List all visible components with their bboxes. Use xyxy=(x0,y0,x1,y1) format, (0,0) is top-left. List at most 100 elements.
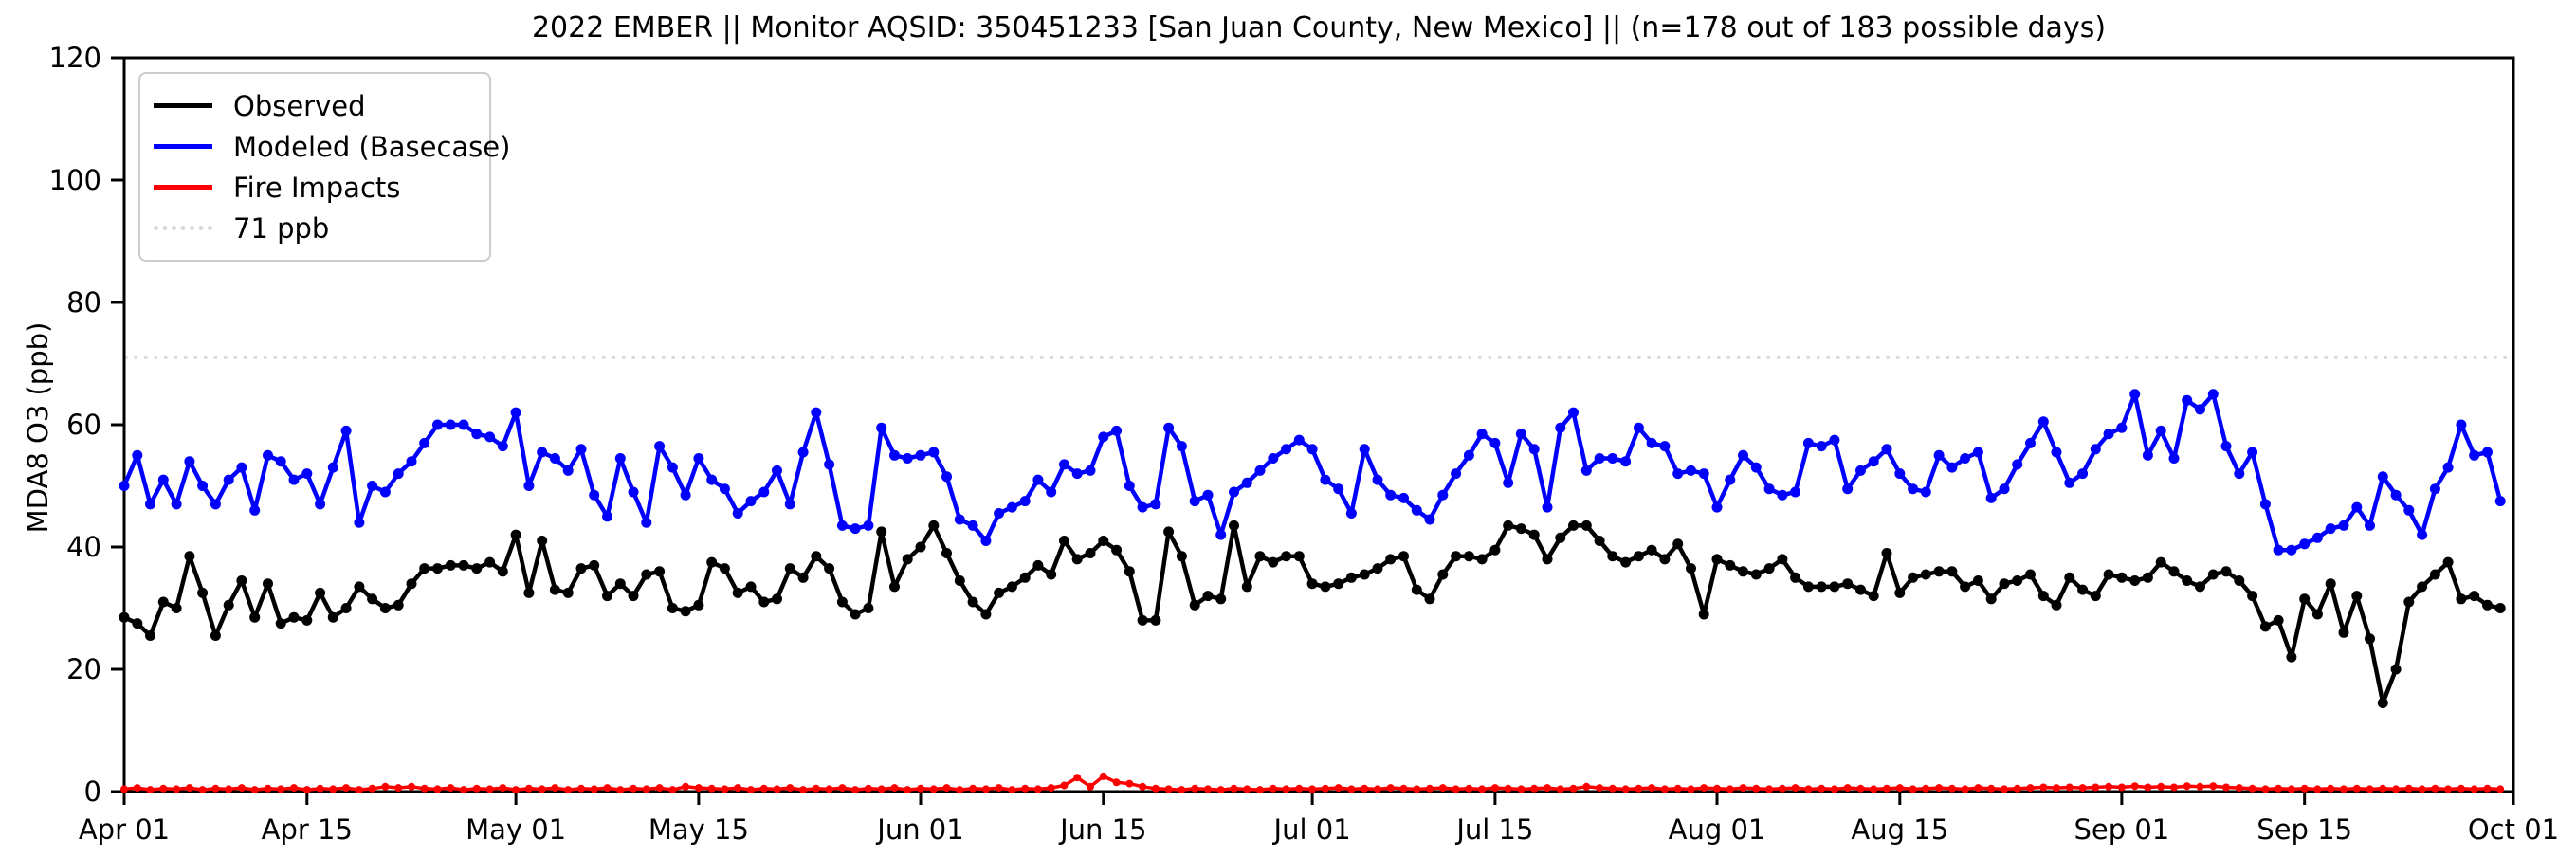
data-point-fire-impacts xyxy=(1478,785,1487,793)
data-point-fire-impacts xyxy=(1125,779,1134,788)
data-point-modeled-basecase- xyxy=(772,465,782,476)
data-point-fire-impacts xyxy=(1739,784,1747,793)
data-point-fire-impacts xyxy=(264,784,272,793)
data-point-observed xyxy=(876,526,887,538)
data-point-modeled-basecase- xyxy=(2207,389,2219,400)
data-point-modeled-basecase- xyxy=(2494,496,2506,507)
data-point-modeled-basecase- xyxy=(2012,459,2023,470)
data-point-observed xyxy=(1594,536,1605,546)
data-point-modeled-basecase- xyxy=(523,481,535,491)
data-point-observed xyxy=(1437,569,1449,580)
data-point-modeled-basecase- xyxy=(1620,456,1632,467)
data-point-modeled-basecase- xyxy=(941,471,952,483)
data-point-observed xyxy=(1006,581,1017,593)
data-point-modeled-basecase- xyxy=(1842,483,1854,495)
data-point-fire-impacts xyxy=(1947,784,1956,793)
data-point-fire-impacts xyxy=(408,782,415,791)
data-point-observed xyxy=(523,587,535,598)
data-point-modeled-basecase- xyxy=(1750,462,1762,473)
data-point-modeled-basecase- xyxy=(471,428,483,440)
series-line-observed xyxy=(121,523,2503,705)
data-point-fire-impacts xyxy=(786,784,795,793)
data-point-modeled-basecase- xyxy=(2025,437,2036,448)
data-point-observed xyxy=(2403,596,2415,608)
data-point-modeled-basecase- xyxy=(1555,422,1566,433)
data-point-fire-impacts xyxy=(1687,785,1695,793)
data-point-modeled-basecase- xyxy=(458,419,469,430)
data-point-observed xyxy=(340,603,352,613)
data-point-fire-impacts xyxy=(995,784,1003,793)
data-point-modeled-basecase- xyxy=(589,489,600,501)
data-point-fire-impacts xyxy=(655,784,664,793)
data-point-modeled-basecase- xyxy=(876,422,887,433)
data-point-modeled-basecase- xyxy=(2195,404,2205,415)
data-point-fire-impacts xyxy=(1517,785,1526,793)
data-point-fire-impacts xyxy=(381,782,390,791)
data-point-modeled-basecase- xyxy=(379,486,391,498)
data-point-fire-impacts xyxy=(1413,785,1421,793)
y-axis-label: MDA8 O3 (ppb) xyxy=(22,321,54,534)
data-point-modeled-basecase- xyxy=(1711,501,1723,513)
data-point-observed xyxy=(628,591,639,602)
data-point-fire-impacts xyxy=(1216,786,1225,794)
data-point-fire-impacts xyxy=(1883,784,1891,793)
data-point-fire-impacts xyxy=(1621,785,1630,793)
legend-label: 71 ppb xyxy=(233,211,330,245)
data-point-modeled-basecase- xyxy=(249,504,261,516)
data-point-observed xyxy=(797,572,809,583)
data-point-observed xyxy=(1333,578,1344,590)
data-point-modeled-basecase- xyxy=(1816,441,1827,452)
y-tick-label: 60 xyxy=(66,409,101,441)
data-point-fire-impacts xyxy=(512,786,521,794)
data-point-observed xyxy=(1268,556,1279,568)
data-point-observed xyxy=(2077,584,2089,595)
data-point-modeled-basecase- xyxy=(1790,486,1801,498)
data-point-observed xyxy=(1555,532,1566,543)
data-point-modeled-basecase- xyxy=(2442,462,2454,473)
data-point-observed xyxy=(1946,566,1958,577)
data-point-modeled-basecase- xyxy=(1306,444,1318,455)
data-point-observed xyxy=(811,551,822,562)
data-point-fire-impacts xyxy=(1191,784,1199,793)
data-point-modeled-basecase- xyxy=(484,431,496,443)
data-point-modeled-basecase- xyxy=(1659,441,1671,452)
data-point-fire-impacts xyxy=(1726,785,1734,793)
data-point-observed xyxy=(1580,520,1592,531)
data-point-observed xyxy=(1254,551,1266,562)
data-point-observed xyxy=(458,559,469,571)
data-point-fire-impacts xyxy=(1112,778,1121,787)
data-point-observed xyxy=(1777,554,1788,565)
data-point-fire-impacts xyxy=(472,784,481,793)
data-point-modeled-basecase- xyxy=(706,474,718,485)
data-point-observed xyxy=(1725,559,1736,571)
data-point-fire-impacts xyxy=(1830,785,1838,793)
data-point-modeled-basecase- xyxy=(210,499,221,510)
data-point-modeled-basecase- xyxy=(1385,489,1397,501)
data-point-modeled-basecase- xyxy=(2469,449,2480,461)
data-point-observed xyxy=(1620,556,1632,568)
data-point-modeled-basecase- xyxy=(2142,449,2153,461)
data-point-modeled-basecase- xyxy=(1463,449,1474,461)
data-point-observed xyxy=(2012,575,2023,586)
data-point-modeled-basecase- xyxy=(1999,483,2010,495)
data-point-modeled-basecase- xyxy=(497,441,508,452)
data-point-observed xyxy=(1985,593,1997,605)
data-point-fire-impacts xyxy=(1648,784,1656,793)
data-point-fire-impacts xyxy=(1269,784,1277,793)
data-point-fire-impacts xyxy=(1386,784,1395,793)
data-point-observed xyxy=(1032,559,1044,571)
data-point-observed xyxy=(1763,563,1775,574)
data-point-fire-impacts xyxy=(524,784,533,793)
data-point-fire-impacts xyxy=(1987,784,1996,793)
y-tick-label: 40 xyxy=(66,531,101,563)
data-point-observed xyxy=(2247,591,2258,602)
data-point-modeled-basecase- xyxy=(994,508,1005,519)
data-point-observed xyxy=(758,596,770,608)
data-point-modeled-basecase- xyxy=(327,462,338,473)
data-point-fire-impacts xyxy=(277,785,285,793)
data-point-fire-impacts xyxy=(302,786,311,794)
data-point-fire-impacts xyxy=(590,785,598,793)
data-point-modeled-basecase- xyxy=(1672,468,1684,480)
data-point-observed xyxy=(354,581,365,593)
